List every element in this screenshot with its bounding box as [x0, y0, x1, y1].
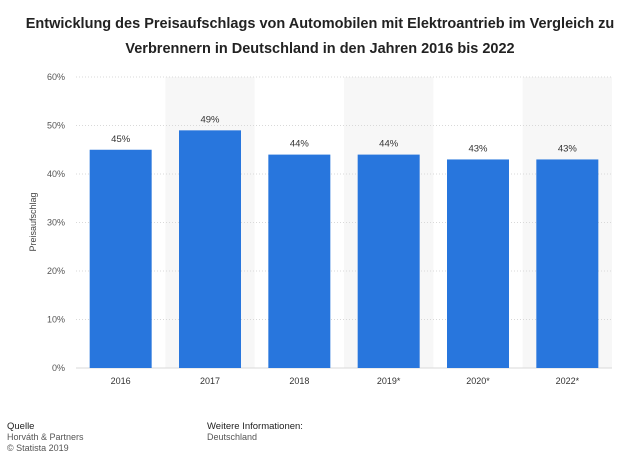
bar: [268, 154, 331, 368]
bar: [536, 159, 599, 368]
source-heading: Quelle: [7, 421, 35, 432]
bar: [357, 154, 420, 368]
bar-value-label: 43%: [558, 143, 578, 154]
y-tick-label: 0%: [52, 363, 65, 373]
bar-value-label: 49%: [200, 114, 220, 125]
source-block: Quelle Horváth & Partners © Statista 201…: [7, 421, 84, 454]
x-tick-label: 2017: [200, 376, 220, 386]
bar-value-label: 44%: [379, 139, 399, 150]
y-tick-label: 10%: [47, 315, 65, 325]
info-heading: Weitere Informationen:: [207, 421, 303, 432]
x-tick-label: 2020*: [466, 376, 490, 386]
x-tick-label: 2022*: [556, 376, 580, 386]
source-line-2: © Statista 2019: [7, 443, 69, 453]
info-line-1: Deutschland: [207, 432, 258, 442]
chart-title: Entwicklung des Preisaufschlags von Auto…: [25, 16, 615, 57]
y-tick-label: 50%: [47, 121, 65, 131]
y-tick-label: 60%: [47, 72, 65, 82]
x-tick-label: 2018: [289, 376, 309, 386]
y-axis-label: Preisaufschlag: [28, 192, 38, 251]
y-tick-label: 40%: [47, 169, 65, 179]
y-tick-label: 20%: [47, 266, 65, 276]
y-tick-label: 30%: [47, 218, 65, 228]
bar: [89, 149, 152, 368]
bar-value-label: 45%: [111, 134, 131, 145]
bar: [179, 130, 241, 368]
bar-value-label: 44%: [290, 139, 310, 150]
x-tick-label: 2016: [111, 376, 131, 386]
bar-value-label: 43%: [468, 143, 488, 154]
x-tick-label: 2019*: [377, 376, 401, 386]
bar: [447, 159, 509, 368]
source-line-1: Horváth & Partners: [7, 432, 84, 442]
info-block: Weitere Informationen: Deutschland: [207, 421, 303, 443]
